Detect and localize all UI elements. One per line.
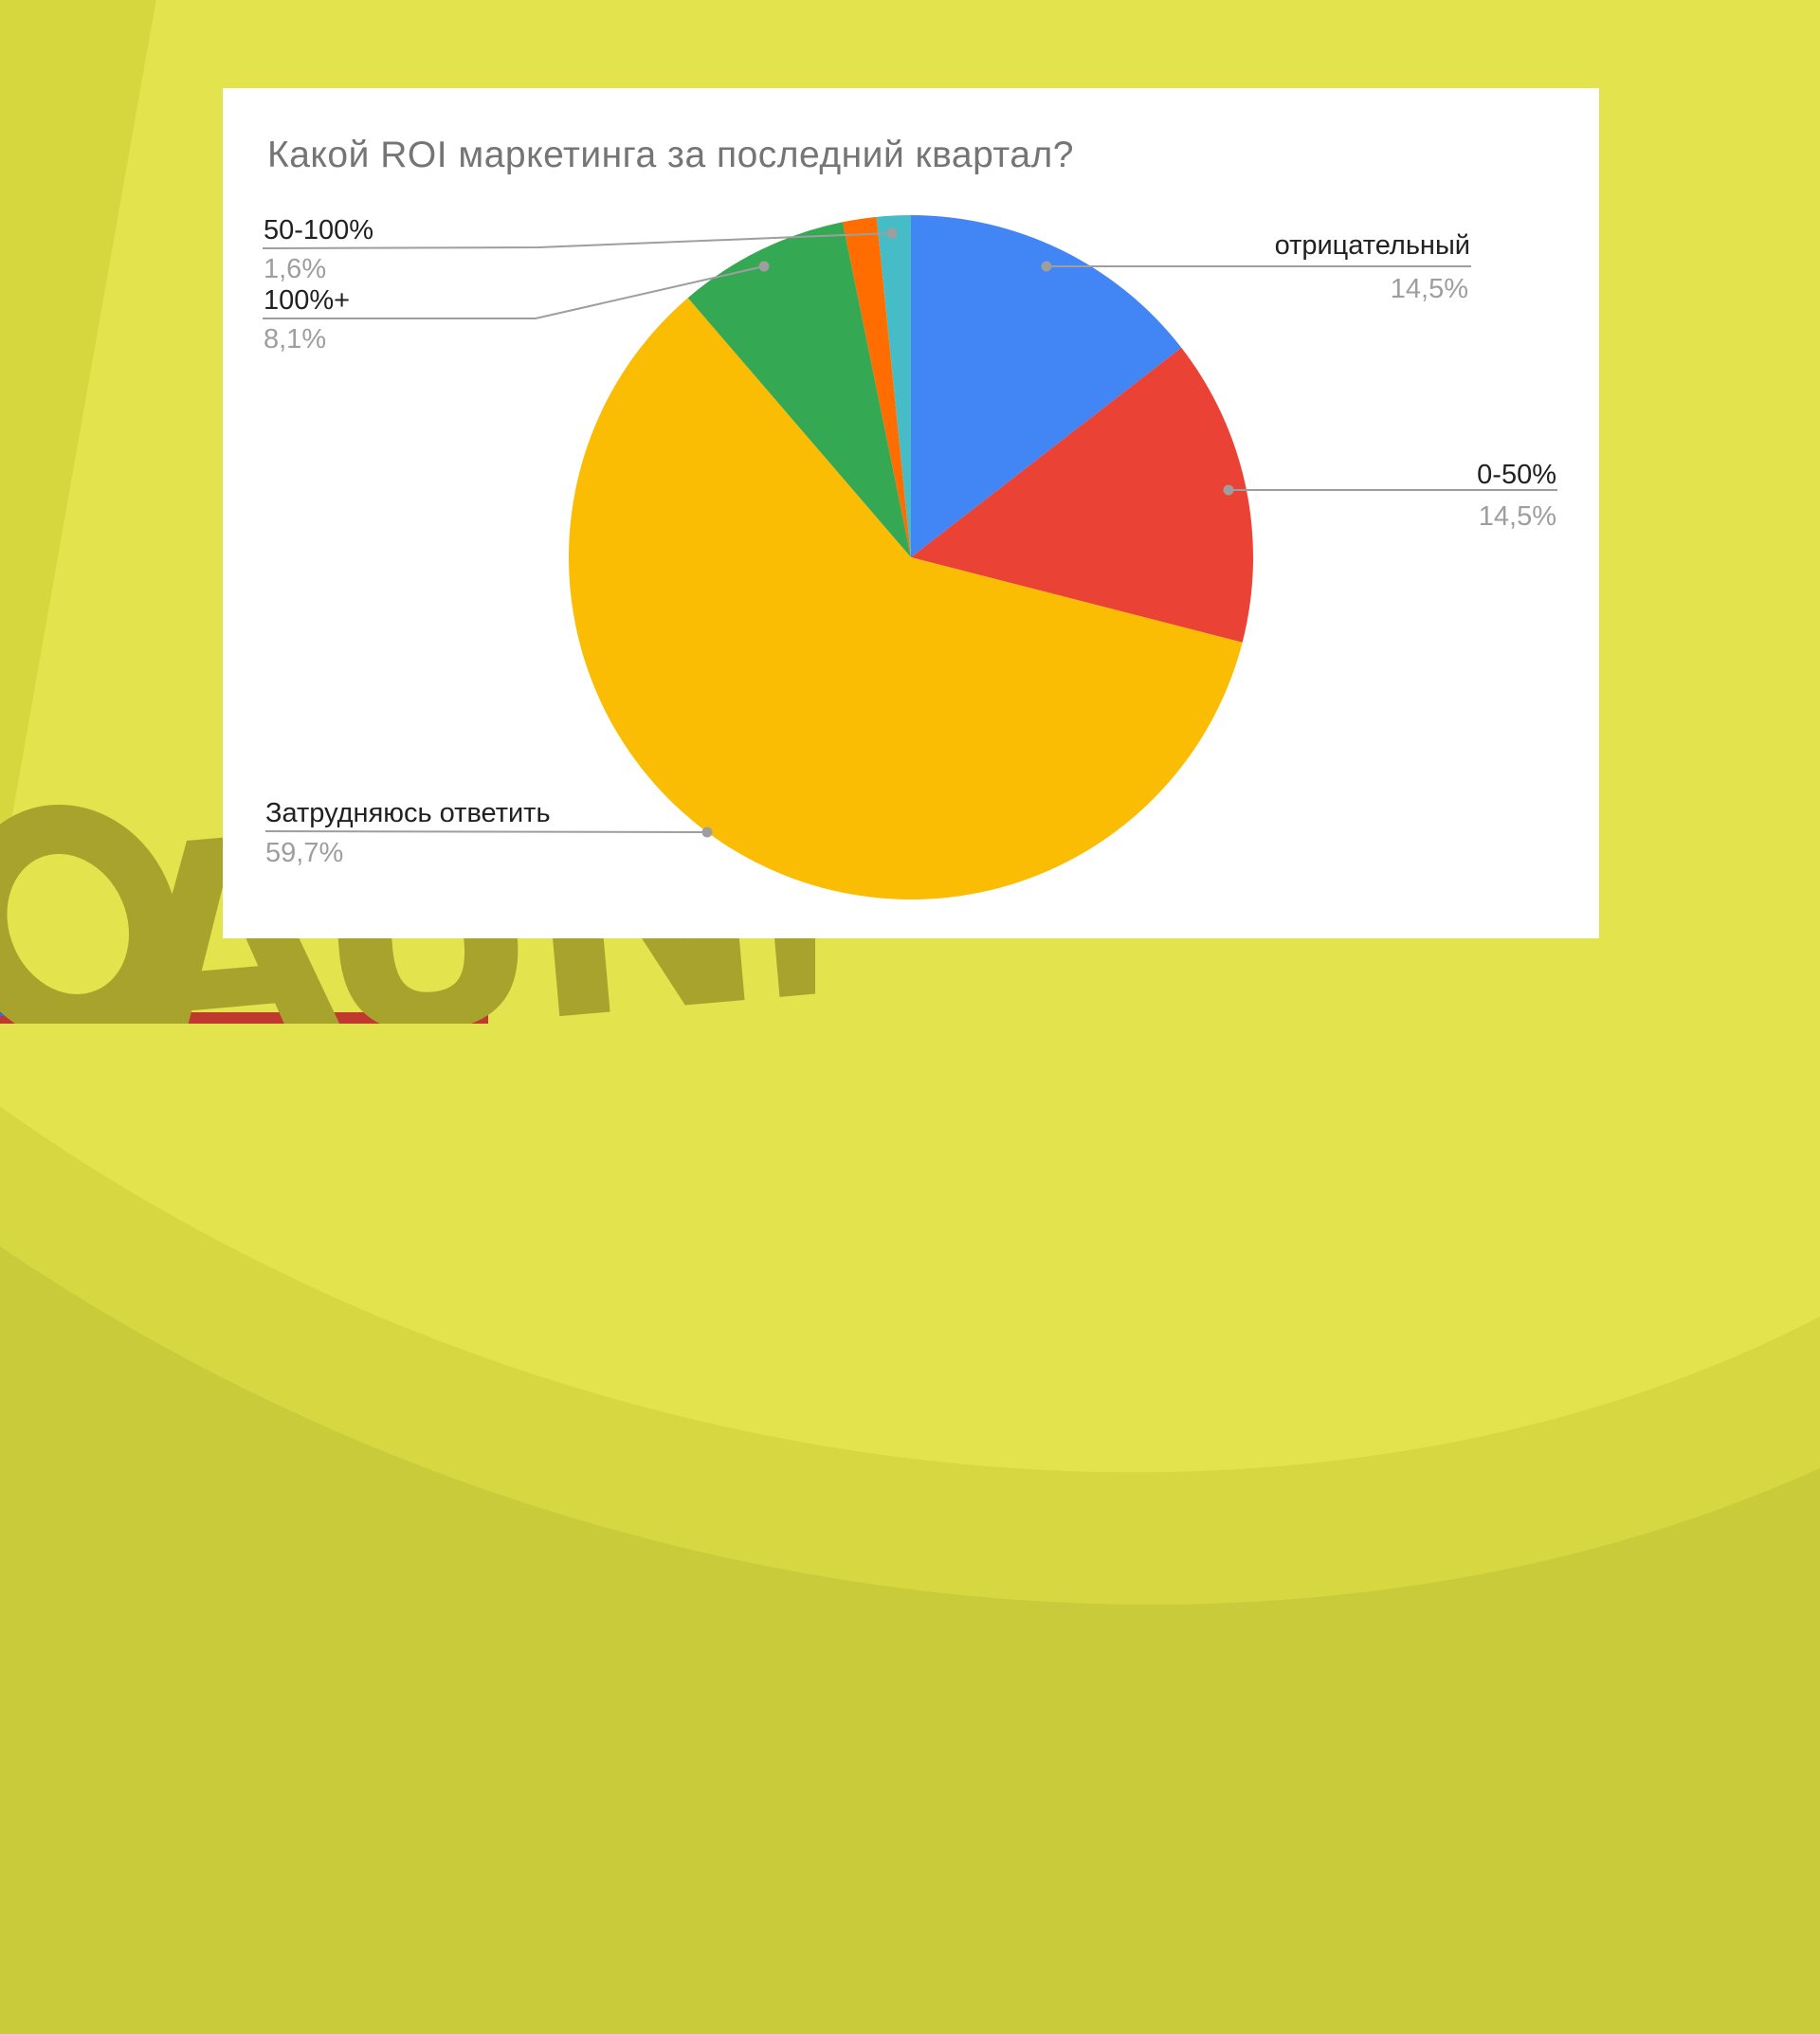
pie-slice-100%+[interactable] — [687, 222, 911, 557]
leader-line-zatrudnyayus — [264, 830, 706, 833]
pie-slice-50-100%[interactable] — [876, 215, 911, 557]
pie-slice-unlabeled-4[interactable] — [842, 216, 911, 557]
slice-label-50-100: 50-100% — [264, 215, 374, 245]
leader-dot-0-50 — [1223, 484, 1234, 496]
slice-label-100plus: 100%+ — [264, 285, 351, 316]
pie-slice-отрицательный[interactable] — [911, 215, 1182, 557]
leader-dot-zatrudnyayus — [701, 826, 713, 838]
pie-chart-svg — [262, 215, 1557, 900]
pie-slices-group — [568, 215, 1254, 900]
graffiti-swirl — [0, 804, 179, 1024]
slice-percent-50-100: 1,6% — [264, 254, 327, 284]
slice-label-zatrudnyayus: Затрудняюсь ответить — [265, 798, 551, 828]
leader-line-50-100 — [262, 232, 893, 249]
chart-title: Какой ROI маркетинга за последний кварта… — [267, 135, 1074, 175]
leader-dot-100plus — [758, 261, 770, 272]
leader-dot-50-100 — [886, 227, 898, 239]
slice-label-otricatelnyy: отрицательный — [1274, 230, 1470, 261]
pie-slice-Затрудняюсь ответить[interactable] — [568, 298, 1243, 900]
slice-percent-zatrudnyayus: 59,7% — [265, 838, 344, 868]
pie-slice-0-50%[interactable] — [911, 347, 1254, 643]
leader-line-100plus — [263, 265, 765, 319]
slice-percent-0-50: 14,5% — [1478, 501, 1556, 532]
slice-label-0-50: 0-50% — [1477, 460, 1556, 490]
slice-percent-otricatelnyy: 14,5% — [1390, 274, 1468, 304]
slice-percent-100plus: 8,1% — [264, 324, 327, 354]
leader-dot-otricatelnyy — [1041, 261, 1052, 272]
